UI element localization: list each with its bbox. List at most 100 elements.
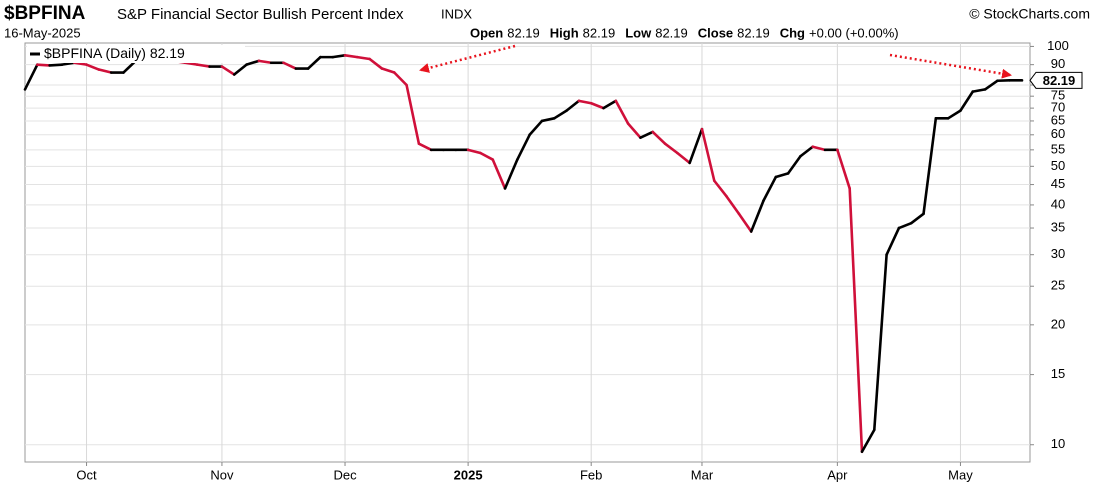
line-segment [909,212,925,225]
x-tick-label: Apr [827,467,848,482]
y-tick-label: 75 [1051,88,1065,103]
y-tick-label: 30 [1051,246,1065,261]
line-segment [663,142,679,155]
line-segment [245,59,261,66]
line-segment [343,53,359,59]
quote-value: 82.19 [583,25,616,40]
line-segment [356,55,371,61]
y-tick-label: 45 [1051,176,1065,191]
line-segment [368,57,384,70]
y-tick-label: 40 [1051,196,1065,211]
quote-label: Low [625,25,652,40]
line-segment [577,99,593,105]
last-value-flag [1029,71,1083,89]
line-segment [183,61,199,66]
quote-label: High [550,25,579,40]
line-segment [786,154,802,175]
line-segment [897,221,913,230]
line-segment [552,109,568,120]
line-segment [528,119,544,137]
quote-label: Open [470,25,503,40]
line-segment [503,158,519,190]
subtitle: S&P Financial Sector Bullish Percent Ind… [117,6,404,23]
line-segment [220,65,236,76]
change-label: Chg [780,25,805,40]
line-segment [676,151,691,165]
line-segment [565,99,581,112]
y-tick-label: 55 [1051,141,1065,156]
line-segment [282,61,298,70]
annotation-arrow [889,53,1012,79]
quote-row: Open 82.19 High 82.19 Low 82.19 Close 82.19 Chg +… [470,25,899,40]
x-tick-label: May [948,467,973,482]
last-value-label: 82.19 [1043,73,1076,88]
x-tick-label: Dec [333,467,357,482]
line-segment [48,63,64,67]
line-segment [306,55,322,70]
line-segment [97,68,113,74]
line-segment [602,99,618,110]
line-segment [700,127,716,183]
line-segment [799,145,815,158]
line-segment [331,53,347,59]
x-tick-label: Nov [210,467,234,482]
line-segment [85,63,101,71]
line-segment [60,61,76,66]
price-line: 82.19 [23,53,1083,454]
line-segment [232,63,248,76]
line-segment [885,226,901,256]
source: © StockCharts.com [969,6,1090,22]
line-segment [417,142,433,152]
y-tick-label: 25 [1051,278,1065,293]
line-segment [36,63,51,67]
y-tick-label: 70 [1051,100,1065,115]
y-tick-label: 15 [1051,366,1065,381]
x-tick-label: Mar [691,467,714,482]
line-segment [626,122,642,139]
line-segment [725,195,741,216]
line-segment [491,158,507,190]
y-tick-label: 60 [1051,126,1065,141]
line-segment [959,90,975,112]
y-tick-label: 35 [1051,219,1065,234]
line-segment [762,175,778,202]
line-segment [749,199,765,233]
quote-value: 82.19 [737,25,770,40]
y-tick-label: 65 [1051,112,1065,127]
line-segment [860,428,876,454]
line-segment [196,63,211,68]
x-tick-label: Oct [76,467,97,482]
date: 16-May-2025 [4,25,81,40]
line-segment [971,88,987,93]
x-tick-label: 2025 [454,467,483,482]
line-segment [23,63,39,91]
line-segment [651,130,667,145]
line-segment [872,253,888,432]
line-segment [836,148,851,190]
line-segment [712,179,728,198]
line-segment [688,127,704,165]
line-segment [479,151,495,161]
symbol: $BPFINA [4,3,86,24]
line-segment [737,212,753,233]
line-segment [983,79,999,91]
line-segment [405,83,421,145]
y-tick-label: 100 [1047,38,1069,53]
quote-value: 82.19 [655,25,688,40]
line-segment [774,172,790,179]
line-segment [639,130,655,139]
line-segment [466,148,482,155]
y-tick-label: 50 [1051,158,1065,173]
y-tick-label: 10 [1051,436,1065,451]
line-segment [380,67,396,74]
annotation-arrow [419,44,516,73]
line-segment [946,109,962,120]
quote-value: 82.19 [507,25,540,40]
line-segment [848,187,864,454]
change-value: +0.00 (+0.00%) [809,25,899,40]
line-segment [72,61,88,66]
legend-entry: $BPFINA (Daily) 82.19 [44,45,185,61]
line-segment [516,133,531,161]
